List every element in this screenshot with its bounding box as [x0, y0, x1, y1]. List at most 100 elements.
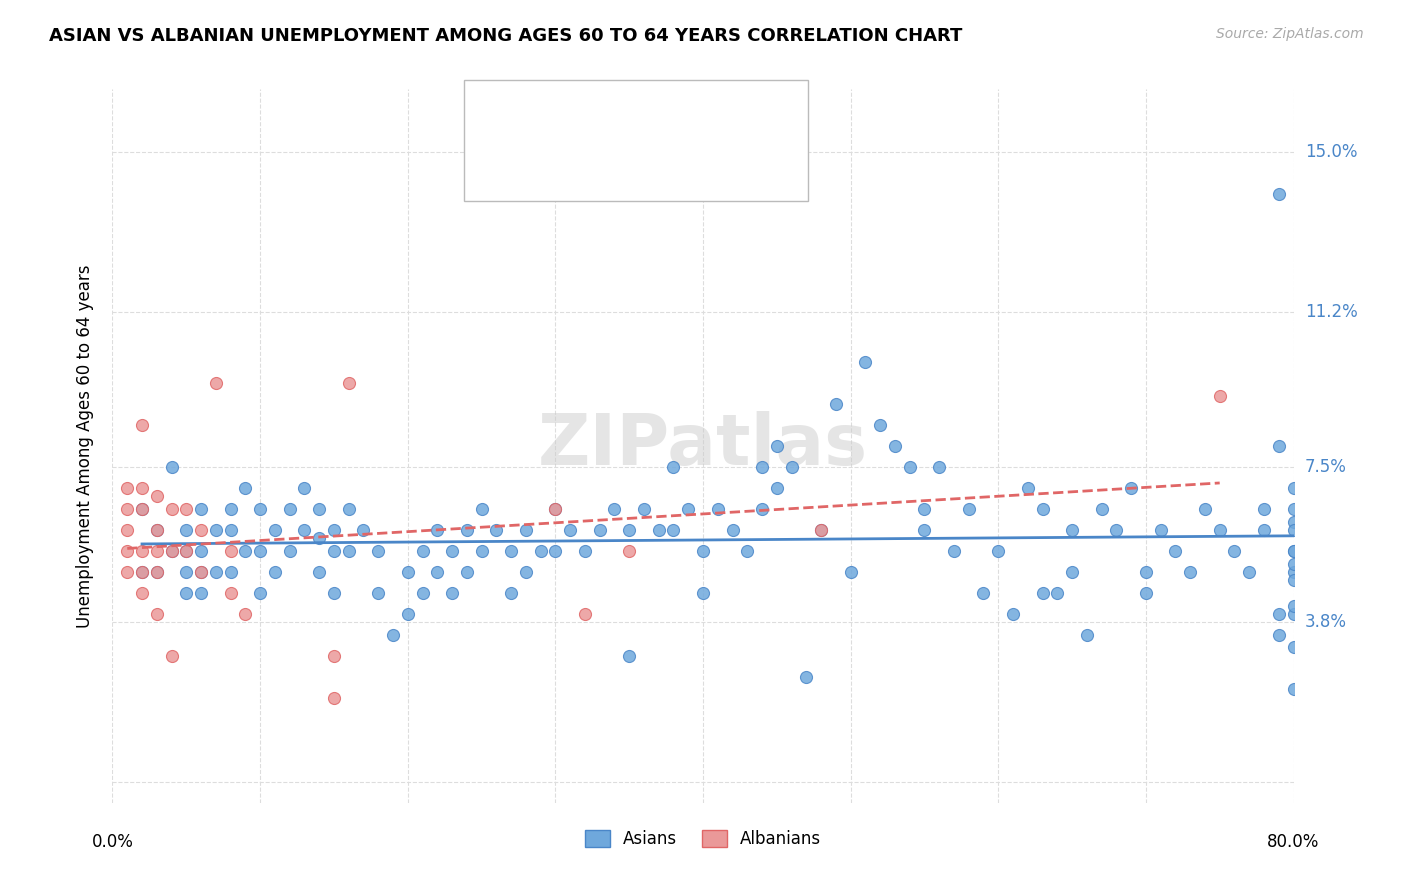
- Point: [160, 544, 183, 558]
- Point: [117, 502, 138, 516]
- Point: [190, 523, 212, 537]
- Point: [884, 439, 907, 453]
- Text: 7.5%: 7.5%: [1305, 458, 1347, 476]
- Point: [1268, 628, 1291, 642]
- Point: [1150, 523, 1173, 537]
- Point: [662, 460, 685, 475]
- Point: [1046, 586, 1069, 600]
- Point: [1062, 565, 1084, 579]
- Point: [914, 502, 936, 516]
- Text: 0.015: 0.015: [560, 152, 612, 169]
- Point: [957, 502, 980, 516]
- Point: [205, 565, 228, 579]
- Point: [264, 523, 287, 537]
- Point: [1135, 565, 1157, 579]
- Point: [233, 481, 256, 495]
- Point: [1282, 544, 1305, 558]
- Point: [219, 565, 242, 579]
- Point: [323, 544, 346, 558]
- Point: [515, 565, 537, 579]
- Point: [411, 544, 433, 558]
- Point: [1178, 565, 1201, 579]
- Point: [233, 544, 256, 558]
- Y-axis label: Unemployment Among Ages 60 to 64 years: Unemployment Among Ages 60 to 64 years: [76, 264, 94, 628]
- Point: [131, 565, 153, 579]
- Point: [131, 565, 153, 579]
- Point: [411, 586, 433, 600]
- Point: [1282, 523, 1305, 537]
- Point: [441, 586, 464, 600]
- Point: [117, 544, 138, 558]
- Point: [544, 544, 567, 558]
- Point: [544, 502, 567, 516]
- Point: [160, 460, 183, 475]
- Point: [323, 586, 346, 600]
- Point: [117, 481, 138, 495]
- Text: R =: R =: [519, 110, 555, 128]
- Point: [810, 523, 832, 537]
- Point: [205, 523, 228, 537]
- Point: [190, 502, 212, 516]
- Point: [456, 523, 478, 537]
- Point: [751, 460, 773, 475]
- Point: [323, 523, 346, 537]
- Point: [117, 523, 138, 537]
- Point: [1164, 544, 1187, 558]
- Text: 0.0%: 0.0%: [91, 833, 134, 851]
- Point: [588, 523, 610, 537]
- Point: [780, 460, 803, 475]
- Point: [796, 670, 818, 684]
- Text: Source: ZipAtlas.com: Source: ZipAtlas.com: [1216, 27, 1364, 41]
- Point: [678, 502, 700, 516]
- Point: [308, 502, 330, 516]
- Point: [396, 565, 419, 579]
- Point: [766, 481, 789, 495]
- Point: [515, 523, 537, 537]
- Point: [160, 502, 183, 516]
- Point: [1268, 187, 1291, 202]
- Point: [352, 523, 374, 537]
- Point: [1223, 544, 1246, 558]
- Point: [1076, 628, 1098, 642]
- Point: [1119, 481, 1142, 495]
- Text: 139: 139: [654, 110, 689, 128]
- Point: [456, 565, 478, 579]
- Point: [869, 417, 891, 432]
- Point: [160, 544, 183, 558]
- Point: [337, 502, 360, 516]
- Point: [662, 523, 685, 537]
- Legend: Asians, Albanians: Asians, Albanians: [578, 823, 828, 855]
- Point: [574, 607, 596, 621]
- Point: [737, 544, 759, 558]
- Point: [1282, 502, 1305, 516]
- Point: [501, 544, 523, 558]
- Point: [1194, 502, 1216, 516]
- Point: [1282, 481, 1305, 495]
- Point: [839, 565, 862, 579]
- Point: [942, 544, 965, 558]
- Point: [146, 523, 169, 537]
- Point: [174, 544, 197, 558]
- Point: [692, 544, 714, 558]
- Text: N =: N =: [612, 110, 648, 128]
- Point: [219, 502, 242, 516]
- Point: [1062, 523, 1084, 537]
- Point: [190, 544, 212, 558]
- Point: [131, 502, 153, 516]
- Point: [426, 523, 449, 537]
- Point: [470, 502, 494, 516]
- Point: [751, 502, 773, 516]
- Text: 11.2%: 11.2%: [1305, 302, 1357, 321]
- Point: [1017, 481, 1039, 495]
- Point: [766, 439, 789, 453]
- Point: [146, 607, 169, 621]
- Point: [146, 523, 169, 537]
- Point: [131, 502, 153, 516]
- Point: [219, 586, 242, 600]
- Point: [278, 544, 301, 558]
- Point: [574, 544, 596, 558]
- Point: [973, 586, 995, 600]
- Point: [619, 544, 641, 558]
- Point: [855, 355, 877, 369]
- Point: [1282, 607, 1305, 621]
